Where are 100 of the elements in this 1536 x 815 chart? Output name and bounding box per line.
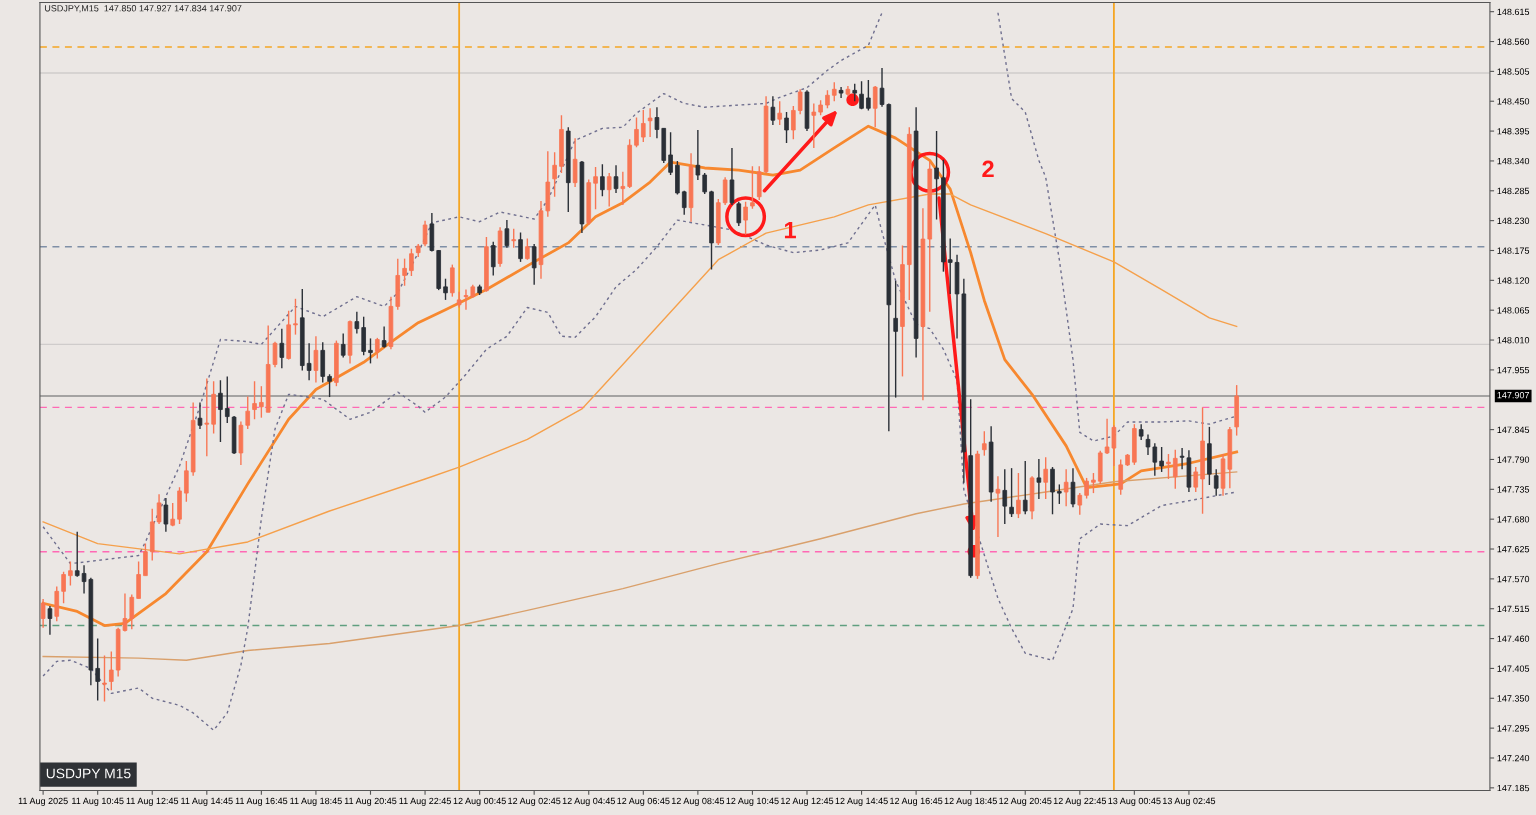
candlestick [224, 375, 230, 424]
x-tick-label: 11 Aug 14:45 [181, 797, 233, 806]
x-tick-label: 12 Aug 04:45 [562, 797, 615, 806]
candlestick [866, 79, 871, 112]
x-tick-label: 11 Aug 10:45 [72, 797, 124, 806]
candlestick [770, 95, 776, 126]
x-tick-label: 12 Aug 02:45 [508, 797, 561, 806]
candlestick [402, 257, 407, 287]
candlestick [1166, 453, 1171, 480]
y-tick-label: 147.625 [1497, 545, 1530, 553]
candlestick [1193, 466, 1199, 493]
candlestick [422, 219, 428, 247]
x-tick-label: 12 Aug 08:45 [671, 797, 725, 806]
candlestick [1057, 483, 1062, 505]
candlestick [375, 337, 380, 360]
candlestick [504, 219, 510, 249]
y-tick-label: 147.405 [1497, 665, 1530, 672]
candlestick [1213, 468, 1219, 497]
candlestick [838, 86, 844, 99]
candlestick [327, 373, 332, 398]
candlestick [893, 280, 898, 399]
y-tick-label: 148.120 [1497, 277, 1530, 284]
y-tick-label: 148.615 [1497, 8, 1530, 16]
candlestick [518, 231, 523, 263]
candlestick [1002, 468, 1008, 525]
candlestick [859, 80, 864, 111]
candlestick [750, 165, 755, 210]
candlestick [947, 237, 953, 295]
candlestick [1016, 472, 1021, 519]
candlestick [872, 85, 878, 128]
candlestick [61, 571, 66, 604]
candlestick [259, 385, 264, 419]
candlestick [1077, 492, 1083, 516]
candlestick [722, 176, 728, 206]
x-tick-label: 12 Aug 20:45 [999, 797, 1052, 806]
candlestick [381, 325, 387, 349]
x-tick-label: 11 Aug 16:45 [235, 797, 288, 806]
candlestick [1159, 446, 1164, 473]
x-tick-label: 11 Aug 18:45 [290, 797, 342, 806]
x-tick-label: 12 Aug 12:45 [781, 797, 834, 806]
candlestick [1022, 460, 1028, 515]
candlestick [1063, 468, 1069, 507]
y-tick-label: 147.460 [1497, 635, 1530, 642]
x-tick-label: 12 Aug 10:45 [726, 797, 779, 806]
y-tick-label: 147.295 [1497, 725, 1530, 732]
y-tick-label: 147.845 [1497, 426, 1530, 433]
candlestick [40, 598, 46, 629]
candlestick [368, 337, 373, 365]
candlestick [74, 530, 80, 578]
y-tick-label: 147.680 [1497, 516, 1530, 523]
candlestick [102, 654, 107, 703]
candlestick [136, 560, 141, 600]
candlestick [354, 311, 360, 335]
y-tick-label: 148.065 [1497, 307, 1530, 314]
y-tick-label: 147.185 [1497, 784, 1530, 792]
candlestick [361, 316, 366, 356]
y-tick-label: 148.010 [1497, 337, 1530, 344]
candlestick [443, 278, 448, 301]
candlestick [184, 460, 189, 503]
line-series [42, 471, 1238, 661]
candlestick [729, 147, 735, 206]
candlestick [1091, 472, 1096, 494]
candlestick [293, 298, 298, 336]
candlestick [777, 100, 782, 126]
y-tick-label: 147.350 [1497, 695, 1530, 702]
annotation: USDJPY M15 [46, 768, 131, 779]
candlestick [934, 130, 939, 221]
x-tick-label: 12 Aug 18:45 [944, 797, 997, 806]
ref-line-label: 147.907 [1497, 391, 1530, 399]
candlestick [600, 163, 605, 197]
candlestick [668, 131, 673, 176]
x-tick-label: 12 Aug 00:45 [453, 797, 506, 806]
y-tick-label: 147.790 [1497, 456, 1530, 463]
y-tick-label: 148.230 [1497, 217, 1530, 224]
candlestick [982, 430, 987, 457]
candlestick [593, 166, 598, 210]
x-tick-label: 12 Aug 14:45 [835, 797, 888, 806]
candlestick [163, 497, 169, 533]
y-tick-label: 147.570 [1497, 575, 1530, 583]
candlestick [490, 241, 496, 277]
candlestick [525, 237, 530, 261]
candlestick [784, 111, 789, 144]
y-tick-label: 148.560 [1497, 38, 1530, 45]
candlestick [702, 172, 707, 195]
candlestick [572, 137, 578, 188]
candlestick [204, 377, 210, 457]
y-tick-label: 147.955 [1497, 366, 1530, 374]
x-tick-label: 11 Aug 22:45 [399, 797, 451, 806]
line-series [42, 193, 1238, 555]
candlestick [654, 106, 660, 139]
candlestick [641, 109, 646, 143]
annotation: 2 [982, 160, 994, 178]
candlestick [1070, 467, 1076, 508]
candlestick [797, 88, 803, 115]
y-tick-label: 148.340 [1497, 157, 1530, 165]
x-tick-label: 13 Aug 00:45 [1108, 797, 1161, 806]
candlestick [647, 107, 653, 138]
y-tick-label: 147.735 [1497, 486, 1530, 493]
candlestick [252, 380, 257, 420]
candlestick [245, 395, 251, 430]
